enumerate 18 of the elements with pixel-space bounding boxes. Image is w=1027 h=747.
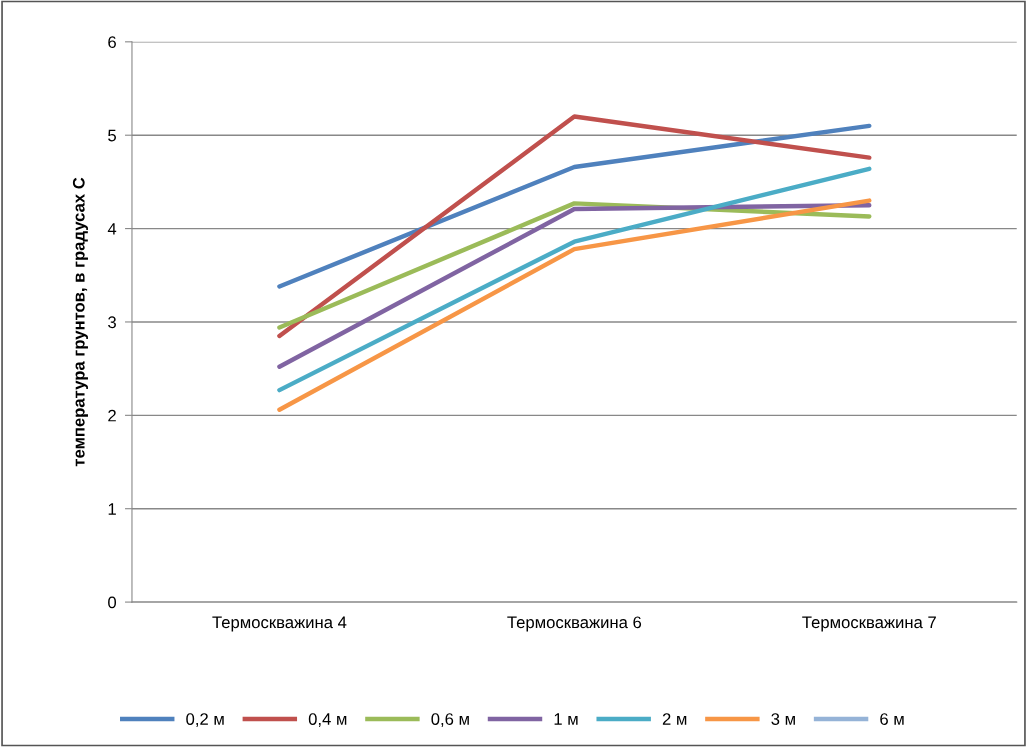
x-tick-label: Термоскважина 6 <box>507 616 642 632</box>
legend-label: 2 м <box>662 713 687 725</box>
y-tick-label: 2 <box>108 409 116 422</box>
y-tick-label: 4 <box>107 223 117 235</box>
y-tick-label: 5 <box>108 129 116 142</box>
legend-label: 0,4 м <box>308 713 347 727</box>
y-tick-label: 1 <box>108 503 116 515</box>
x-tick-label: Термоскважина 7 <box>802 616 936 632</box>
x-tick-label: Термоскважина 4 <box>212 616 347 632</box>
legend-label: 0,6 м <box>431 713 469 727</box>
y-tick-label: 3 <box>108 316 116 329</box>
legend-label: 6 м <box>880 713 904 725</box>
y-tick-label: 6 <box>108 36 116 49</box>
legend-label: 1 м <box>554 713 578 725</box>
y-axis-title: температура грунтов, в градусах С <box>72 177 88 467</box>
legend-label: 3 м <box>771 713 795 725</box>
legend-label: 0,2 м <box>186 713 224 727</box>
y-tick-label: 0 <box>108 596 117 609</box>
